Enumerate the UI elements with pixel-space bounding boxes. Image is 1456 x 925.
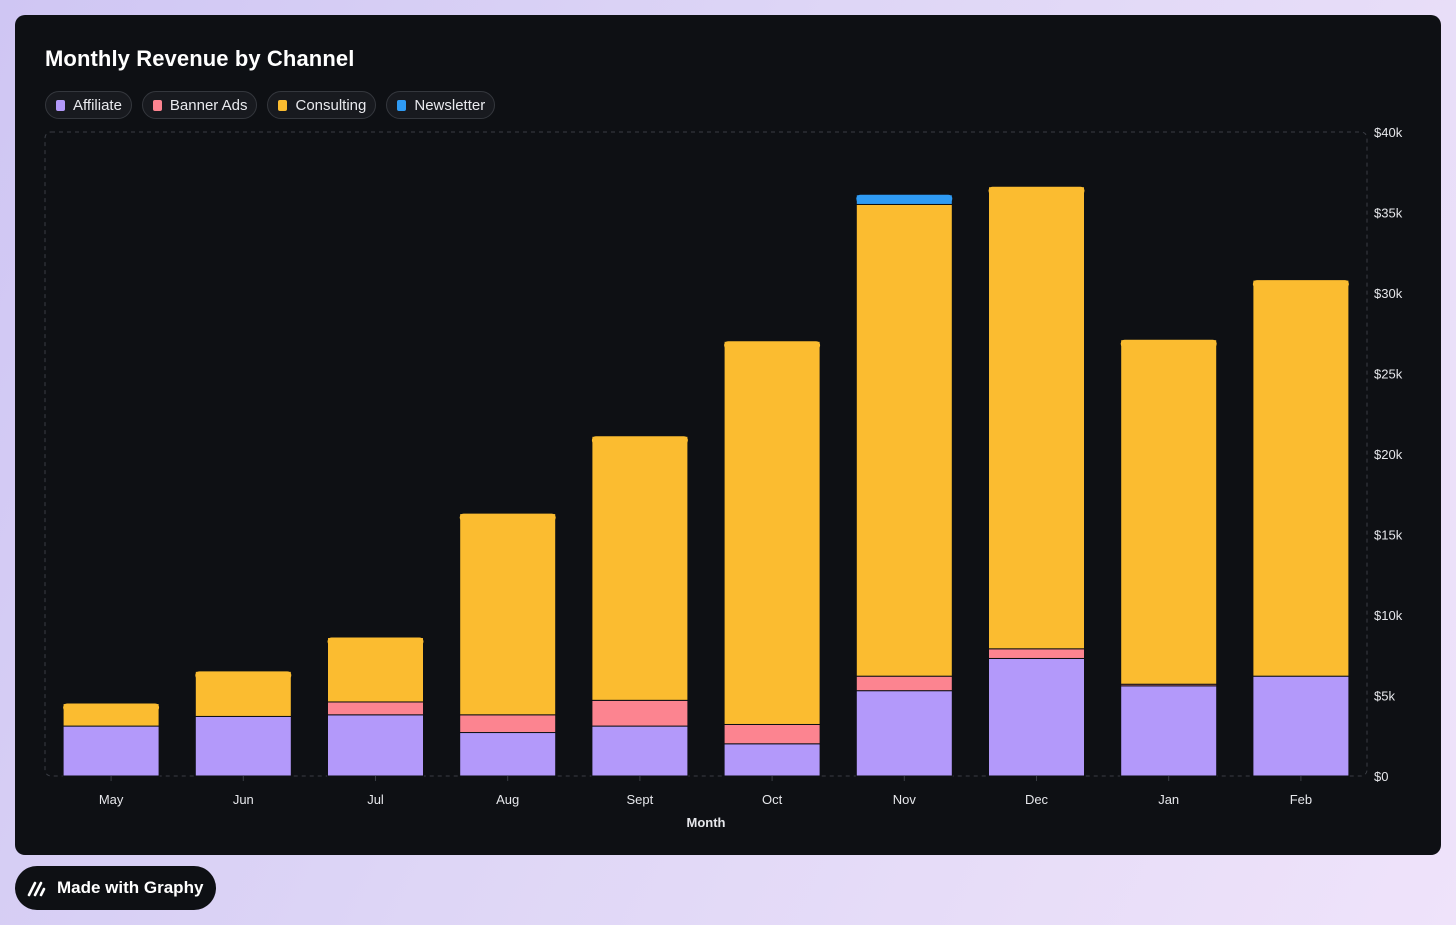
legend: Affiliate Banner Ads Consulting Newslett… bbox=[45, 91, 496, 119]
bar-banner-ads-nov bbox=[855, 675, 953, 692]
chart-title: Monthly Revenue by Channel bbox=[45, 46, 355, 71]
bar-consulting-aug bbox=[459, 513, 557, 716]
x-tick-label: Oct bbox=[762, 792, 783, 807]
legend-swatch-newsletter bbox=[397, 99, 407, 111]
chart-plot: $0 $5k $10k $15k $20k $25k $30k $35k $40k May Jun J… bbox=[44, 125, 1403, 830]
bar-banner-ads-jul bbox=[327, 701, 424, 716]
bar-affiliate-may bbox=[62, 725, 160, 777]
legend-label-newsletter: Newsletter bbox=[414, 96, 486, 114]
legend-swatch-banner-ads bbox=[152, 99, 162, 111]
bar-cap-may bbox=[63, 703, 160, 712]
x-tick-label: Nov bbox=[893, 792, 917, 807]
y-tick-label: $0 bbox=[1374, 769, 1388, 784]
legend-swatch-affiliate bbox=[56, 99, 65, 111]
legend-item-consulting[interactable]: Consulting bbox=[267, 91, 377, 119]
x-axis-title: Month bbox=[687, 815, 726, 830]
bar-affiliate-feb bbox=[1252, 675, 1350, 777]
x-tick-label: Sept bbox=[627, 792, 654, 807]
x-tick-label: Feb bbox=[1290, 792, 1312, 807]
bar-cap-feb bbox=[1252, 280, 1349, 289]
legend-label-affiliate: Affiliate bbox=[73, 96, 122, 114]
bar-consulting-sept bbox=[591, 435, 689, 701]
bar-consulting-dec bbox=[988, 186, 1085, 650]
bar-affiliate-oct bbox=[723, 743, 821, 777]
y-tick-label: $40k bbox=[1374, 125, 1403, 140]
y-tick-label: $15k bbox=[1374, 528, 1403, 543]
bar-banner-ads-oct bbox=[723, 723, 821, 745]
y-tick-label: $20k bbox=[1374, 447, 1403, 462]
y-tick-label: $5k bbox=[1374, 689, 1395, 704]
legend-item-banner-ads[interactable]: Banner Ads bbox=[141, 91, 258, 119]
legend-item-affiliate[interactable]: Affiliate bbox=[45, 91, 132, 119]
badge-label: Made with Graphy bbox=[57, 878, 204, 897]
bar-affiliate-jun bbox=[194, 715, 292, 777]
x-tick-label: Aug bbox=[496, 792, 519, 807]
bar-cap-aug bbox=[459, 513, 556, 522]
bar-cap-sept bbox=[591, 436, 688, 445]
x-tick-label: Jun bbox=[233, 792, 254, 807]
x-tick-label: Jul bbox=[367, 792, 384, 807]
bar-banner-ads-dec bbox=[988, 648, 1085, 659]
graphy-logo-icon bbox=[27, 881, 46, 897]
chart-card: Monthly Revenue by Channel Affiliate Ban… bbox=[15, 15, 1441, 855]
bar-cap-jan bbox=[1120, 339, 1217, 348]
x-tick-label: Dec bbox=[1025, 792, 1049, 807]
x-tick-label: Jan bbox=[1158, 792, 1179, 807]
bar-affiliate-jul bbox=[327, 714, 424, 777]
bar-banner-ads-aug bbox=[459, 714, 557, 734]
y-tick-label: $25k bbox=[1374, 367, 1403, 382]
x-tick-label: May bbox=[99, 792, 124, 807]
bar-affiliate-nov bbox=[855, 690, 953, 777]
bar-affiliate-dec bbox=[988, 657, 1085, 777]
bar-affiliate-aug bbox=[459, 732, 557, 777]
legend-item-newsletter[interactable]: Newsletter bbox=[386, 91, 496, 119]
bar-consulting-oct bbox=[723, 340, 821, 725]
y-tick-label: $10k bbox=[1374, 608, 1403, 623]
bar-cap-nov bbox=[856, 194, 953, 203]
bar-affiliate-sept bbox=[591, 725, 689, 777]
legend-swatch-consulting bbox=[278, 99, 288, 111]
legend-label-consulting: Consulting bbox=[295, 96, 367, 114]
y-tick-label: $35k bbox=[1374, 206, 1403, 221]
y-tick-label: $30k bbox=[1374, 286, 1403, 301]
bar-consulting-nov bbox=[855, 203, 953, 677]
legend-label-banner-ads: Banner Ads bbox=[169, 96, 248, 114]
bar-cap-jun bbox=[195, 671, 292, 680]
bar-cap-oct bbox=[724, 341, 821, 350]
bar-banner-ads-sept bbox=[591, 699, 689, 727]
bar-consulting-jul bbox=[327, 637, 424, 703]
bar-cap-jul bbox=[327, 637, 424, 646]
made-with-graphy-badge[interactable]: Made with Graphy bbox=[15, 866, 217, 910]
bar-consulting-feb bbox=[1252, 279, 1350, 677]
plot-frame bbox=[44, 131, 1368, 777]
bar-affiliate-jan bbox=[1120, 685, 1218, 777]
bar-cap-dec bbox=[988, 186, 1085, 195]
bar-consulting-jan bbox=[1120, 339, 1218, 685]
